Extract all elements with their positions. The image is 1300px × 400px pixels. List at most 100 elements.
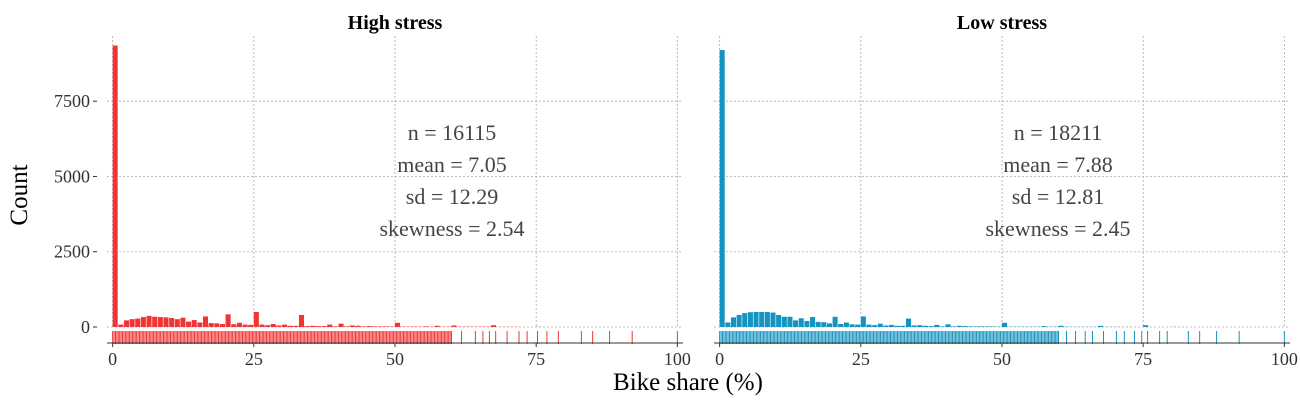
x-tick-label: 25 xyxy=(852,349,870,369)
histogram-bar xyxy=(753,311,759,327)
histogram-bar xyxy=(248,324,254,327)
rug xyxy=(112,331,678,344)
y-tick-label: 2500 xyxy=(54,242,90,262)
x-tick-label: 25 xyxy=(245,349,263,369)
histogram-bar xyxy=(1098,325,1104,327)
histogram-bar xyxy=(112,45,118,328)
x-tick-label: 0 xyxy=(108,349,117,369)
stat-skewness: skewness = 2.45 xyxy=(985,216,1130,241)
histogram-bar xyxy=(361,326,367,327)
histogram-bar xyxy=(282,324,288,327)
histogram-bar xyxy=(798,318,804,327)
histogram-bar xyxy=(787,316,793,327)
histogram-bar xyxy=(366,326,372,327)
histogram-bar xyxy=(327,324,333,327)
y-tick-label: 0 xyxy=(81,317,90,337)
x-tick-label: 100 xyxy=(1271,349,1298,369)
histogram-bar xyxy=(491,325,497,327)
histogram-bar xyxy=(231,324,237,327)
histogram-bar xyxy=(725,322,731,327)
histogram-bar xyxy=(214,323,220,327)
histogram-bar xyxy=(219,323,225,327)
histogram-bar xyxy=(759,311,765,327)
histogram-bar xyxy=(338,323,344,327)
histogram-bar xyxy=(855,324,861,327)
histogram-bar xyxy=(304,326,310,327)
histogram-bar xyxy=(928,326,934,327)
panel-title: Low stress xyxy=(957,12,1047,34)
histogram-bar xyxy=(906,318,912,327)
histogram-bar xyxy=(157,317,163,327)
stat-mean: mean = 7.05 xyxy=(397,152,507,177)
histogram-bar xyxy=(378,326,384,327)
histogram-bar xyxy=(742,313,748,327)
histogram-bar xyxy=(174,319,180,327)
histogram-bar xyxy=(979,326,985,327)
histogram-bar xyxy=(140,317,146,327)
stat-mean: mean = 7.88 xyxy=(1003,152,1113,177)
histogram-bar xyxy=(146,315,152,327)
histogram-bar xyxy=(764,311,770,327)
histogram-bar xyxy=(293,325,299,327)
histogram-bar xyxy=(736,314,742,327)
histogram-bar xyxy=(894,325,900,327)
x-tick-label: 100 xyxy=(664,349,691,369)
histogram-bar xyxy=(163,317,169,327)
histogram-bar xyxy=(265,325,271,327)
histogram-bar xyxy=(169,317,175,327)
histogram-bar xyxy=(270,323,276,327)
stat-skewness: skewness = 2.54 xyxy=(379,216,524,241)
histogram-bar xyxy=(253,311,259,327)
histogram-bar xyxy=(383,326,389,327)
panel-title: High stress xyxy=(348,12,443,34)
histogram-bar xyxy=(191,320,197,327)
histogram-bar xyxy=(973,326,979,327)
histogram-bar xyxy=(776,314,782,327)
histogram-bar xyxy=(838,323,844,327)
histogram-bar xyxy=(889,324,895,327)
y-axis-title: Count xyxy=(6,164,33,225)
histogram-bar xyxy=(815,321,821,327)
histogram-bar xyxy=(276,325,282,327)
histogram-bar xyxy=(434,325,440,327)
histogram-bar xyxy=(804,320,810,327)
histogram-bar xyxy=(860,316,866,327)
histogram-bar xyxy=(917,325,923,327)
histogram-bar xyxy=(180,317,186,327)
histogram-bar xyxy=(945,324,951,327)
x-axis-title: Bike share (%) xyxy=(613,369,763,396)
histogram-bar xyxy=(259,324,265,327)
histogram-bar xyxy=(186,321,192,327)
histogram-bar xyxy=(810,317,816,327)
histogram-bar xyxy=(135,318,141,327)
histogram-bar xyxy=(152,316,158,327)
stat-n: n = 16115 xyxy=(408,120,497,145)
histogram-bar xyxy=(372,326,378,327)
histogram-bar xyxy=(129,319,135,327)
histogram-bar xyxy=(1058,325,1064,327)
histogram-bar xyxy=(344,326,350,327)
histogram-bar xyxy=(123,320,129,327)
histogram-bar xyxy=(315,326,321,327)
histogram-bar xyxy=(951,326,957,327)
histogram-bar xyxy=(287,325,293,327)
panel-low-stress: 0 25 50 75 100 Low stress n = 18211 mean = 7.88… xyxy=(714,12,1298,369)
histogram-bar xyxy=(900,325,906,327)
histogram-bar xyxy=(843,322,849,327)
histogram-bar xyxy=(203,316,209,327)
histogram-bar xyxy=(451,325,457,327)
panels: 0 25 50 75 100 0 2500 5000 7500 High stress n = 16… xyxy=(54,12,1298,369)
histogram-bar xyxy=(310,325,316,327)
histogram-bar xyxy=(719,50,725,328)
stat-sd: sd = 12.81 xyxy=(1012,184,1104,209)
histogram-bar xyxy=(911,325,917,327)
histogram-bar xyxy=(793,320,799,327)
x-tick-label: 50 xyxy=(993,349,1011,369)
x-tick-label: 75 xyxy=(1134,349,1152,369)
histogram-bar xyxy=(395,322,401,327)
panel-high-stress: 0 25 50 75 100 0 2500 5000 7500 High stress n = 16… xyxy=(54,12,691,369)
histogram-bar xyxy=(939,326,945,327)
histogram-bar xyxy=(225,314,231,327)
y-tick-label: 5000 xyxy=(54,166,90,186)
histogram-bar xyxy=(826,323,832,327)
